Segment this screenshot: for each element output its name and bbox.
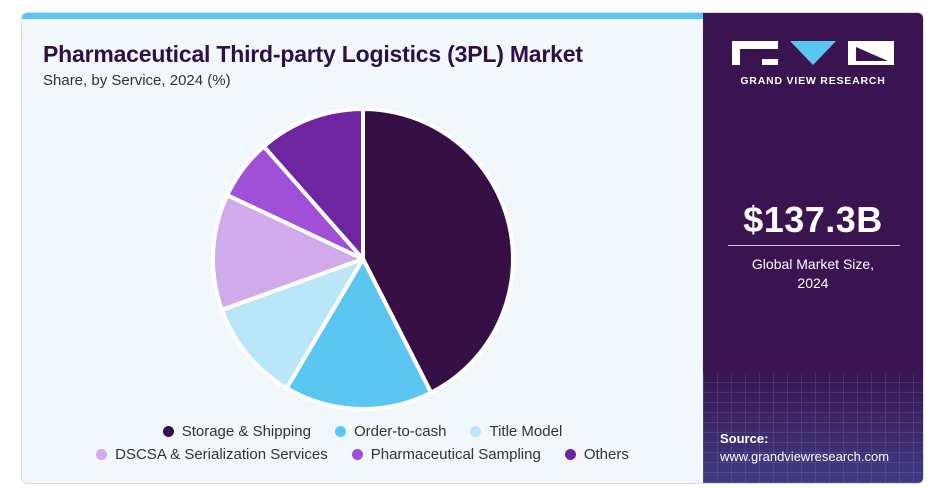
pie-slice-storage-shipping [361,107,515,395]
pie-slice-dscsa-serialization-services [211,193,365,312]
divider [728,245,900,246]
market-size-label-line1: Global Market Size, [751,256,875,272]
legend-swatch [564,449,576,460]
chart-subtitle: Share, by Service, 2024 (%) [43,72,231,89]
legend-label: Storage & Shipping [181,423,311,440]
legend-swatch [351,449,363,460]
market-size-label-line2: 2024 [797,275,829,291]
legend-swatch [162,426,174,437]
pie-chart [211,107,515,411]
legend-item-others: Others [564,446,629,463]
legend-swatch [96,449,108,460]
pie-slice-order-to-cash [284,257,434,411]
chart-title: Pharmaceutical Third-party Logistics (3P… [43,41,583,67]
legend-item-storage-shipping: Storage & Shipping [162,423,311,440]
legend-swatch [470,426,482,437]
legend-label: Pharmaceutical Sampling [370,446,541,463]
pie-slice-others [261,107,365,261]
market-size-label: Global Market Size, 2024 [703,255,923,293]
legend-item-title-model: Title Model [470,423,562,440]
legend-label: Order-to-cash [353,423,447,440]
brand-name: GRAND VIEW RESEARCH [740,75,886,87]
grand-view-research-logo [732,41,894,65]
legend-label: Others [583,446,629,463]
source-label: Source: [720,431,769,446]
infographic-card: Pharmaceutical Third-party Logistics (3P… [21,12,924,484]
legend-label: DSCSA & Serialization Services [115,446,328,463]
legend-row-2: DSCSA & Serialization Services Pharmaceu… [22,446,703,463]
legend-row-1: Storage & Shipping Order-to-cash Title M… [22,423,703,440]
source-url: www.grandviewresearch.com [720,449,890,464]
pie-slice-title-model [219,257,365,391]
legend-item-dscsa-serialization: DSCSA & Serialization Services [96,446,328,463]
info-panel: GRAND VIEW RESEARCH $137.3B Global Marke… [703,13,923,483]
market-size-value: $137.3B [743,199,883,240]
accent-bar [22,13,703,19]
legend-label: Title Model [489,423,563,440]
legend-item-order-to-cash: Order-to-cash [334,423,447,440]
decorative-grid [703,373,923,483]
legend-item-pharmaceutical-sampling: Pharmaceutical Sampling [351,446,541,463]
legend-swatch [334,426,346,437]
